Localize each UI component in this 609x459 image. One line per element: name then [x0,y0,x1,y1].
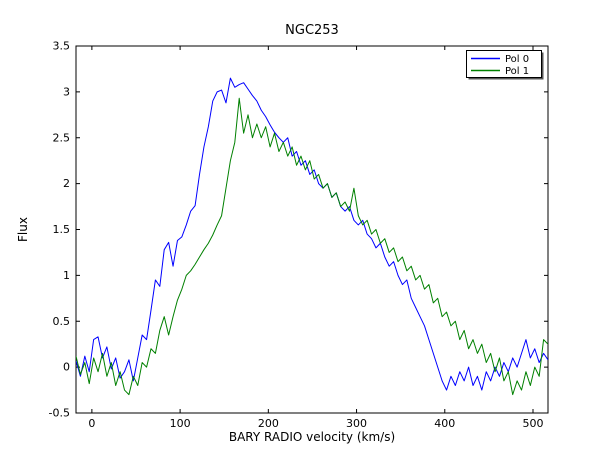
x-tick-label: 400 [434,417,455,430]
y-tick-label: 2.5 [53,131,71,144]
legend-label-pol0: Pol 0 [505,54,529,65]
y-tick-label: 1 [63,269,70,282]
legend-box [466,50,542,78]
legend-label-pol1: Pol 1 [505,66,529,77]
data-series-group [76,77,548,396]
x-tick-label: 500 [523,417,544,430]
y-tick-label: -0.5 [49,407,70,420]
series-line-pol-1 [76,97,548,396]
x-tick-label: 0 [88,417,95,430]
x-axis-label: BARY RADIO velocity (km/s) [229,430,395,444]
x-tick-label: 300 [346,417,367,430]
legend: Pol 0 Pol 1 [466,50,544,80]
chart-title: NGC253 [285,23,339,38]
y-tick-label: 0.5 [53,315,71,328]
y-tick-label: 0 [63,361,70,374]
series-line-pol-0 [76,77,548,391]
y-tick-label: 3.5 [53,40,71,53]
y-axis-label: Flux [16,217,30,242]
axis-tick-labels: 0 100 200 300 400 500 -0.5 0 0.5 1 1.5 2 2.5 3 3.5 [49,40,544,431]
x-tick-label: 200 [258,417,279,430]
y-tick-label: 3 [63,85,70,98]
axis-ticks [76,45,548,414]
axes-frame [75,45,549,414]
x-tick-label: 100 [170,417,191,430]
y-tick-label: 1.5 [53,223,71,236]
y-tick-label: 2 [63,177,70,190]
